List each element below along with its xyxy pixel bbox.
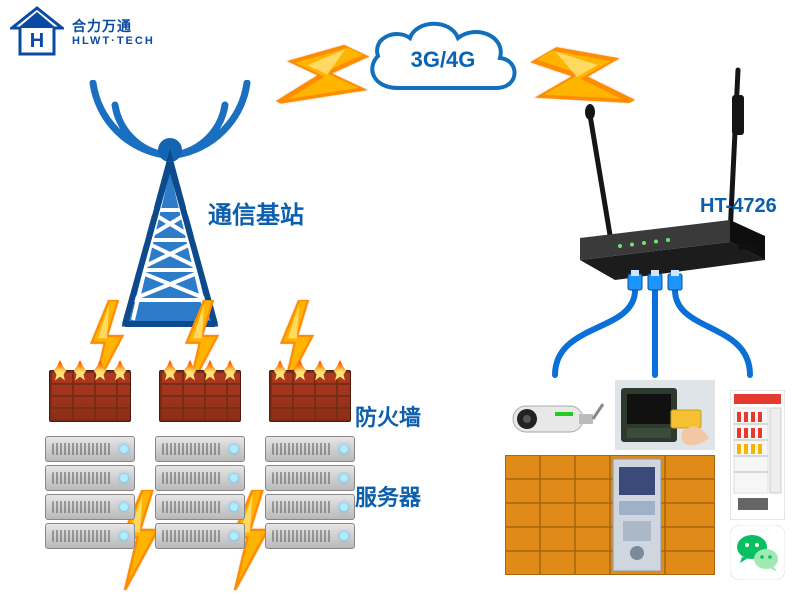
wechat-icon — [730, 525, 785, 580]
diagram-canvas: H 合力万通 HLWT·TECH 3G/4G — [0, 0, 800, 600]
vending-machine — [730, 390, 785, 520]
label-router: HT-4726 — [700, 195, 777, 218]
label-base-station: 通信基站 — [208, 195, 304, 230]
label-firewall: 防火墙 — [355, 400, 421, 432]
label-server: 服务器 — [355, 480, 421, 512]
ip-camera — [505, 390, 605, 450]
parcel-locker — [505, 455, 715, 575]
card-reader — [615, 380, 715, 450]
